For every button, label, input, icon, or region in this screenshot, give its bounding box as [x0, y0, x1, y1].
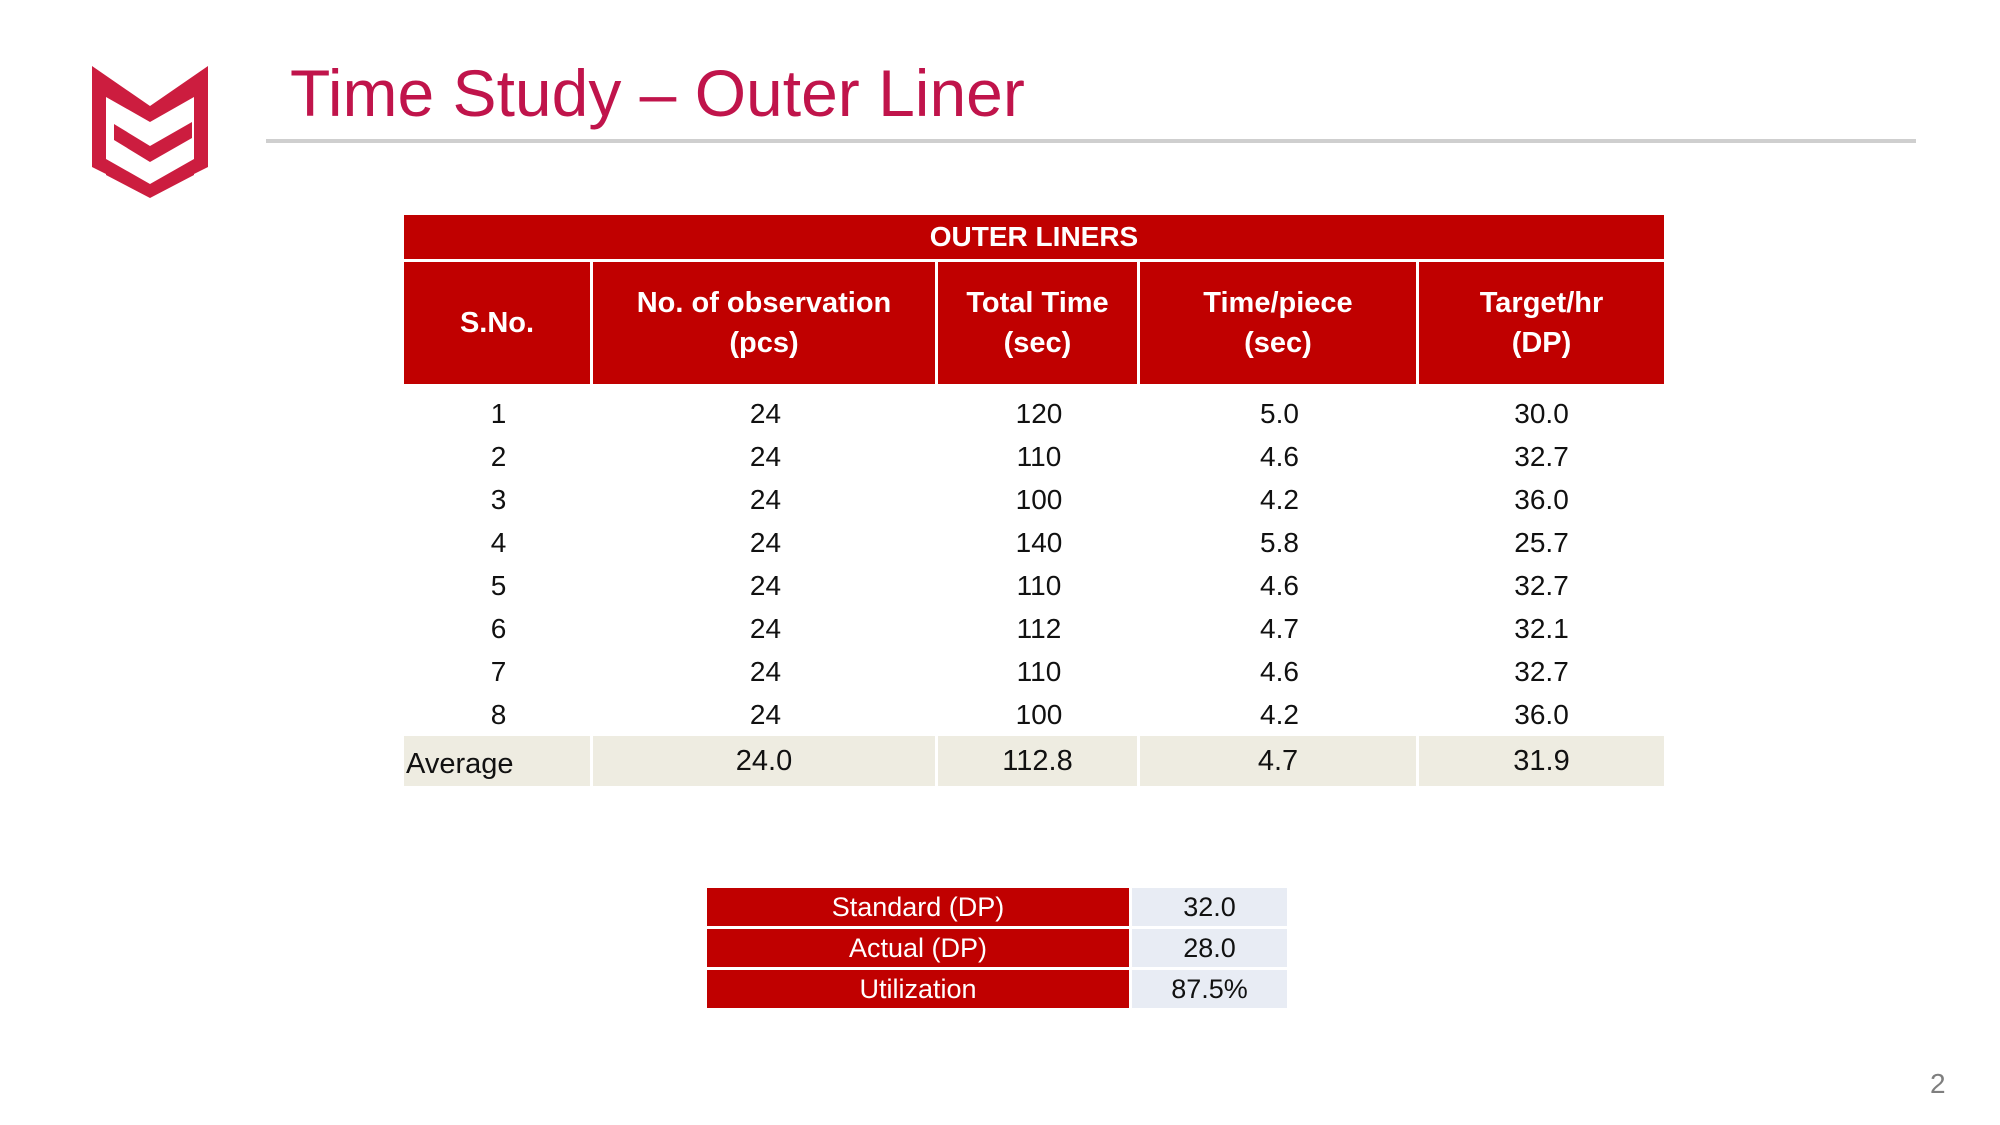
summary-row-actual: Actual (DP) 28.0	[707, 929, 1287, 970]
cell-target-per-hour: 30.0	[1514, 397, 1569, 429]
average-label: Average	[404, 736, 593, 786]
summary-row-utilization: Utilization 87.5%	[707, 970, 1287, 1011]
title-divider	[266, 139, 1916, 143]
cell-sno: 2	[490, 440, 507, 472]
cell-total-time: 120	[1015, 397, 1063, 429]
table-row: 2 24 110 4.6 32.7	[404, 435, 1664, 478]
company-logo-icon	[92, 66, 208, 198]
table-row: 5 24 110 4.6 32.7	[404, 564, 1664, 607]
cell-time-per-piece: 4.2	[1260, 698, 1299, 730]
cell-time-per-piece: 5.8	[1260, 526, 1299, 558]
cell-time-per-piece: 4.6	[1260, 440, 1299, 472]
header-observations: No. of observation (pcs)	[593, 262, 938, 384]
cell-time-per-piece: 4.6	[1260, 569, 1299, 601]
summary-row-standard: Standard (DP) 32.0	[707, 888, 1287, 929]
cell-observations: 24	[749, 698, 782, 730]
average-row: Average 24.0 112.8 4.7 31.9	[404, 736, 1665, 786]
cell-sno: 8	[490, 698, 507, 730]
cell-total-time: 110	[1016, 655, 1062, 687]
cell-total-time: 112	[1016, 612, 1062, 644]
cell-time-per-piece: 4.6	[1260, 655, 1299, 687]
table-row: 8 24 100 4.2 36.0	[404, 693, 1664, 736]
table-row: 7 24 110 4.6 32.7	[404, 650, 1664, 693]
cell-observations: 24	[749, 440, 782, 472]
summary-label: Actual (DP)	[707, 929, 1132, 970]
summary-value: 32.0	[1132, 888, 1287, 929]
cell-observations: 24	[749, 612, 782, 644]
cell-total-time: 100	[1015, 698, 1063, 730]
page-number: 2	[1930, 1068, 1946, 1099]
cell-observations: 24	[749, 526, 782, 558]
cell-target-per-hour: 25.7	[1514, 526, 1569, 558]
cell-time-per-piece: 4.7	[1260, 612, 1299, 644]
cell-time-per-piece: 5.0	[1260, 397, 1299, 429]
table-row: 3 24 100 4.2 36.0	[404, 478, 1664, 521]
cell-observations: 24	[749, 655, 782, 687]
cell-target-per-hour: 36.0	[1514, 483, 1569, 515]
outer-liners-table: OUTER LINERS S.No. No. of observation (pc…	[404, 215, 1665, 786]
table-row: 6 24 112 4.7 32.1	[404, 607, 1664, 650]
average-target-per-hour: 31.9	[1419, 736, 1665, 786]
cell-observations: 24	[749, 397, 782, 429]
cell-sno: 6	[490, 612, 507, 644]
cell-total-time: 110	[1016, 440, 1062, 472]
summary-label: Utilization	[707, 970, 1132, 1011]
cell-time-per-piece: 4.2	[1260, 483, 1299, 515]
cell-observations: 24	[749, 569, 782, 601]
table-row: 4 24 140 5.8 25.7	[404, 521, 1664, 564]
cell-target-per-hour: 32.7	[1514, 655, 1569, 687]
header-total-time: Total Time (sec)	[938, 262, 1140, 384]
table-banner: OUTER LINERS	[404, 215, 1665, 262]
summary-label: Standard (DP)	[707, 888, 1132, 929]
header-target-per-hour: Target/hr (DP)	[1419, 262, 1665, 384]
cell-target-per-hour: 36.0	[1514, 698, 1569, 730]
cell-sno: 7	[490, 655, 507, 687]
average-total-time: 112.8	[938, 736, 1140, 786]
cell-sno: 3	[490, 483, 507, 515]
table-row: 1 24 120 5.0 30.0	[404, 384, 1664, 435]
cell-total-time: 100	[1015, 483, 1063, 515]
summary-table: Standard (DP) 32.0 Actual (DP) 28.0 Util…	[707, 888, 1287, 1011]
header-sno: S.No.	[404, 262, 593, 384]
cell-total-time: 140	[1015, 526, 1063, 558]
cell-sno: 5	[490, 569, 507, 601]
cell-target-per-hour: 32.1	[1514, 612, 1569, 644]
table-header-row: S.No. No. of observation (pcs) Total Time…	[404, 262, 1665, 384]
average-time-per-piece: 4.7	[1140, 736, 1419, 786]
cell-sno: 4	[490, 526, 507, 558]
cell-total-time: 110	[1016, 569, 1062, 601]
summary-value: 28.0	[1132, 929, 1287, 970]
header-time-per-piece: Time/piece (sec)	[1140, 262, 1419, 384]
cell-observations: 24	[749, 483, 782, 515]
cell-sno: 1	[490, 397, 507, 429]
cell-target-per-hour: 32.7	[1514, 440, 1569, 472]
summary-value: 87.5%	[1132, 970, 1287, 1011]
page-title: Time Study – Outer Liner	[290, 56, 1025, 130]
average-observations: 24.0	[593, 736, 938, 786]
cell-target-per-hour: 32.7	[1514, 569, 1569, 601]
